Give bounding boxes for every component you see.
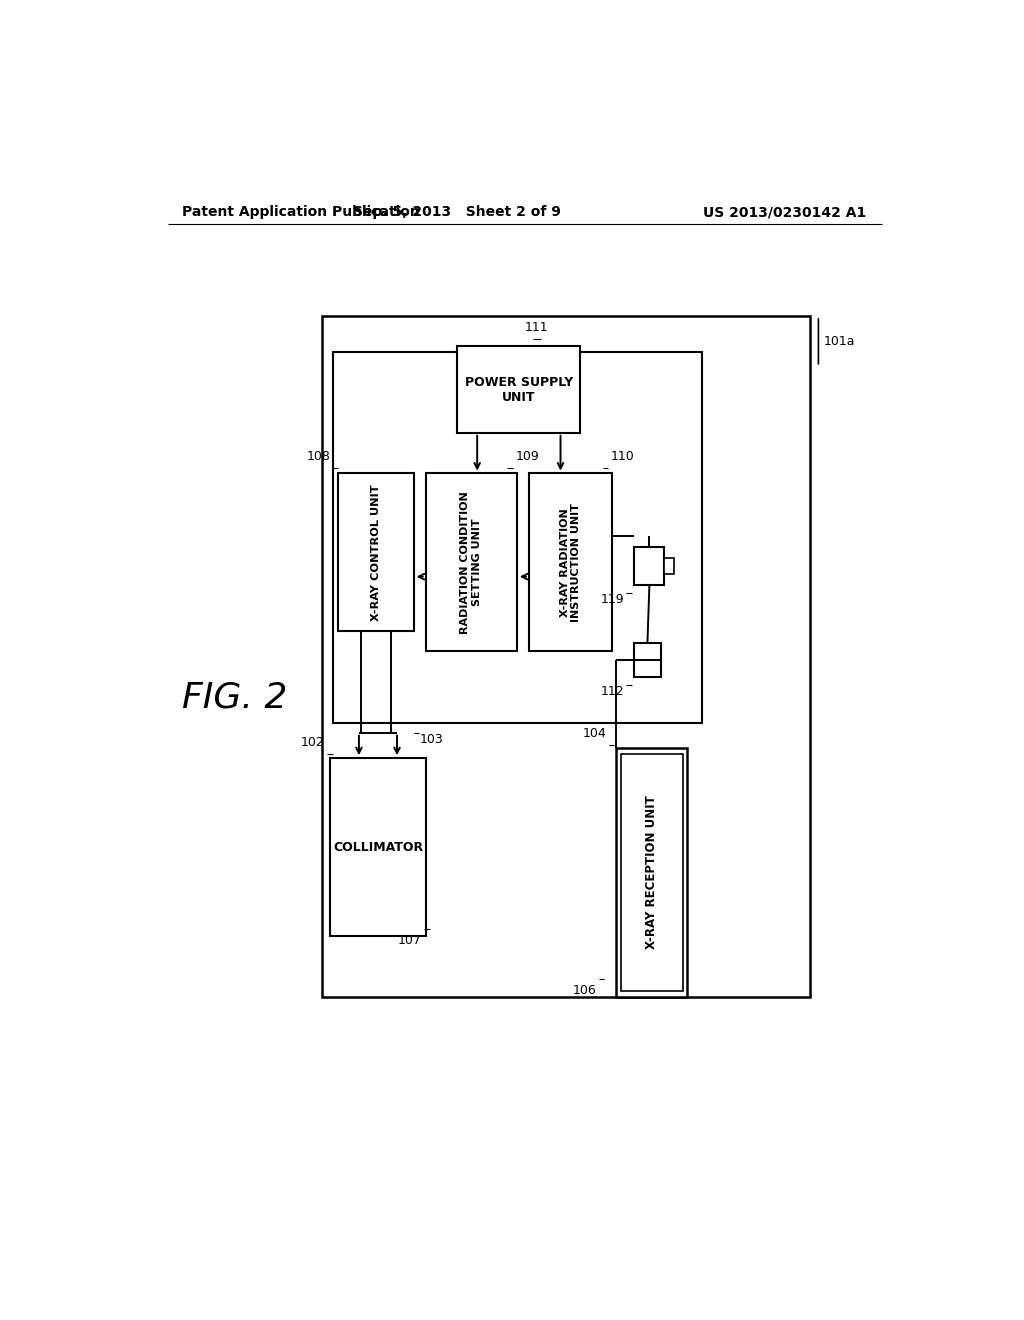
Text: X-RAY RECEPTION UNIT: X-RAY RECEPTION UNIT [645,796,658,949]
Bar [621,754,683,991]
Bar [323,315,811,997]
Text: 110: 110 [610,450,634,463]
Text: X-RAY RADIATION
INSTRUCTION UNIT: X-RAY RADIATION INSTRUCTION UNIT [560,503,582,622]
Text: 112: 112 [601,685,625,698]
Text: 106: 106 [572,983,596,997]
Bar [426,474,517,651]
Text: RADIATION CONDITION
SETTING UNIT: RADIATION CONDITION SETTING UNIT [461,491,482,634]
Text: FIG. 2: FIG. 2 [182,680,288,714]
Text: Sep. 5, 2013   Sheet 2 of 9: Sep. 5, 2013 Sheet 2 of 9 [353,206,561,219]
Bar [338,474,414,631]
Text: 101a: 101a [823,335,855,348]
Text: X-RAY CONTROL UNIT: X-RAY CONTROL UNIT [371,484,381,620]
Text: 109: 109 [515,450,539,463]
Text: 111: 111 [525,321,549,334]
Bar [458,346,581,433]
Text: 102: 102 [301,737,325,748]
Text: 103: 103 [420,733,443,746]
Bar [331,758,426,936]
Bar [665,558,674,574]
Text: US 2013/0230142 A1: US 2013/0230142 A1 [702,206,866,219]
Text: 107: 107 [397,935,422,946]
Bar [616,748,687,997]
Text: 108: 108 [306,450,331,463]
Text: COLLIMATOR: COLLIMATOR [333,841,423,854]
Bar [634,643,660,677]
Text: Patent Application Publication: Patent Application Publication [182,206,420,219]
Text: 119: 119 [601,594,625,606]
Bar [333,351,701,722]
Text: 104: 104 [583,727,606,739]
Bar [634,546,665,585]
Text: POWER SUPPLY
UNIT: POWER SUPPLY UNIT [465,376,573,404]
Bar [528,474,612,651]
